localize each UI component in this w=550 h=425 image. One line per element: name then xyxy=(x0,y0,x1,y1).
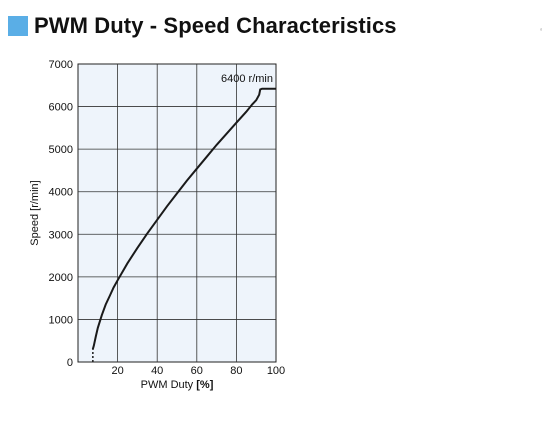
tick-labels: 0 1000 2000 3000 4000 5000 6000 7000 20 40 60 80 100 xyxy=(49,59,286,377)
y-axis-label: Speed [r/min] xyxy=(29,180,41,245)
y-tick-label: 5000 xyxy=(49,144,73,156)
page-title: PWM Duty - Speed Characteristics xyxy=(34,13,397,38)
y-tick-label: 0 xyxy=(67,357,73,369)
edge-mark: ‘ xyxy=(540,27,543,38)
grid xyxy=(78,64,276,362)
speed-curve xyxy=(91,87,276,350)
y-tick-label: 7000 xyxy=(49,59,73,71)
x-tick-label: 40 xyxy=(151,365,163,377)
y-tick-label: 3000 xyxy=(49,229,73,241)
max-speed-annotation: 6400 r/min xyxy=(221,73,273,85)
title-bar: PWM Duty - Speed Characteristics xyxy=(8,13,397,39)
x-tick-label: 60 xyxy=(191,365,203,377)
title-square-icon xyxy=(8,16,28,36)
y-tick-label: 2000 xyxy=(49,272,73,284)
x-tick-label: 80 xyxy=(230,365,242,377)
x-tick-label: 20 xyxy=(111,365,123,377)
x-tick-label: 100 xyxy=(267,365,285,377)
y-tick-label: 4000 xyxy=(49,187,73,199)
x-axis-label-text: PWM Duty xyxy=(141,379,197,391)
y-tick-label: 6000 xyxy=(49,102,73,114)
x-axis-label: PWM Duty [%] xyxy=(141,379,214,391)
plot-area xyxy=(77,63,277,363)
x-axis-label-unit: [%] xyxy=(196,379,213,391)
y-tick-label: 1000 xyxy=(49,314,73,326)
